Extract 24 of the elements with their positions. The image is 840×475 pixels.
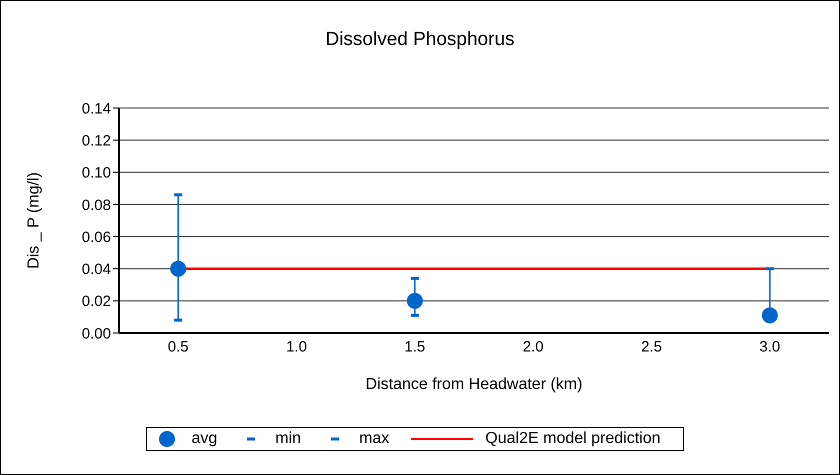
x-tick-label: 2.0	[522, 338, 544, 356]
legend-label: Qual2E model prediction	[485, 430, 661, 448]
x-tick-label: 0.5	[168, 338, 189, 356]
legend-label: avg	[191, 430, 218, 448]
point	[406, 292, 423, 309]
point	[170, 260, 186, 277]
x-axis-title: Distance from Headwater (km)	[366, 376, 582, 393]
y-tick-label: 0.04	[82, 261, 111, 278]
y-tick-label: 0.10	[82, 164, 111, 182]
x-tick-label: 3.0	[759, 338, 780, 356]
y-tick-label: 0.12	[82, 132, 111, 150]
y-tick-label: 0.14	[82, 100, 111, 118]
legend-label: min	[275, 430, 302, 448]
x-tick-label: 1.0	[286, 338, 307, 356]
y-tick-label: 0.02	[82, 293, 111, 310]
y-tick-label: 0.06	[82, 228, 111, 246]
x-tick-label: 1.5	[404, 338, 426, 356]
y-tick-label: 0.08	[82, 196, 111, 214]
y-tick-label: 0.00	[82, 325, 111, 342]
y-axis-title: Dis _ P (mg/l)	[26, 172, 43, 269]
legend-label: max	[359, 430, 390, 448]
chart-title: Dissolved Phosphorus	[324, 29, 516, 51]
point	[762, 307, 778, 324]
x-tick-label: 2.5	[641, 338, 662, 356]
